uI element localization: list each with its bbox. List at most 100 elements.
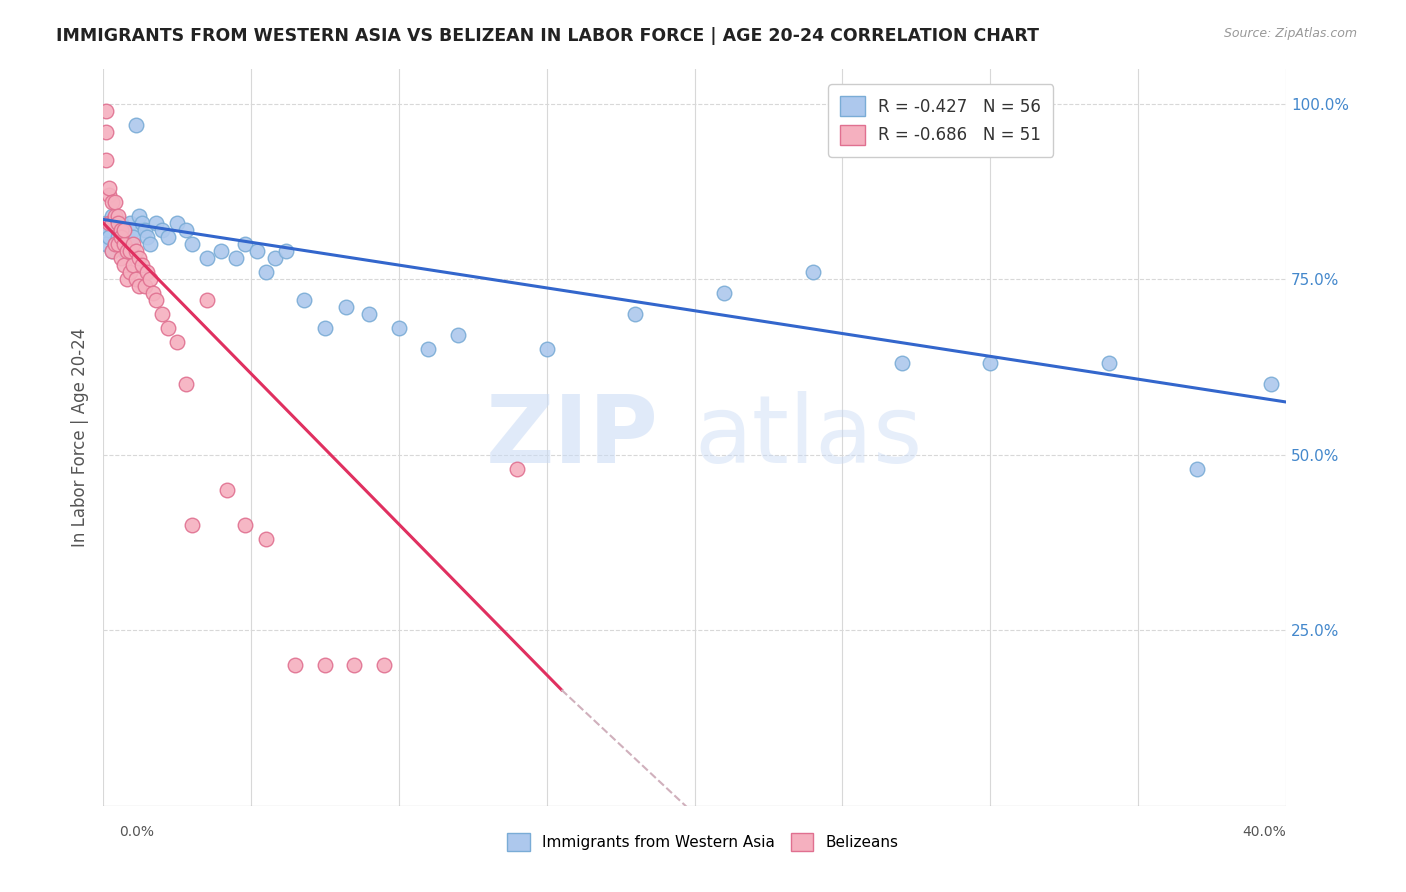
Point — [101, 216, 124, 230]
Point — [136, 230, 159, 244]
Legend: Immigrants from Western Asia, Belizeans: Immigrants from Western Asia, Belizeans — [501, 827, 905, 857]
Point — [166, 335, 188, 350]
Point — [276, 244, 298, 258]
Point — [101, 244, 124, 258]
Text: 0.0%: 0.0% — [120, 825, 155, 839]
Point — [139, 272, 162, 286]
Text: atlas: atlas — [695, 391, 922, 483]
Point — [284, 658, 307, 673]
Legend: R = -0.427   N = 56, R = -0.686   N = 51: R = -0.427 N = 56, R = -0.686 N = 51 — [828, 84, 1053, 157]
Point — [131, 216, 153, 230]
Point — [112, 237, 135, 252]
Point — [115, 230, 138, 244]
Point — [343, 658, 366, 673]
Point — [217, 483, 239, 497]
Y-axis label: In Labor Force | Age 20-24: In Labor Force | Age 20-24 — [72, 327, 89, 547]
Point — [142, 286, 165, 301]
Point — [713, 286, 735, 301]
Point — [104, 216, 127, 230]
Point — [890, 356, 912, 370]
Point — [110, 230, 132, 244]
Point — [112, 223, 135, 237]
Text: ZIP: ZIP — [486, 391, 659, 483]
Point — [124, 118, 146, 132]
Point — [233, 237, 256, 252]
Point — [104, 237, 127, 252]
Point — [115, 272, 138, 286]
Point — [335, 300, 357, 314]
Point — [292, 293, 315, 308]
Point — [128, 209, 150, 223]
Point — [101, 209, 124, 223]
Point — [801, 265, 824, 279]
Point — [254, 265, 277, 279]
Point — [157, 230, 180, 244]
Point — [314, 658, 336, 673]
Point — [104, 194, 127, 209]
Point — [447, 328, 470, 343]
Point — [98, 181, 121, 195]
Point — [209, 244, 232, 258]
Point — [388, 321, 411, 335]
Point — [107, 216, 129, 230]
Point — [112, 244, 135, 258]
Point — [246, 244, 269, 258]
Point — [104, 237, 127, 252]
Point — [101, 194, 124, 209]
Point — [134, 279, 156, 293]
Point — [124, 244, 146, 258]
Point — [145, 293, 167, 308]
Point — [124, 272, 146, 286]
Point — [166, 216, 188, 230]
Point — [1097, 356, 1119, 370]
Point — [101, 244, 124, 258]
Point — [118, 216, 141, 230]
Point — [107, 223, 129, 237]
Point — [128, 279, 150, 293]
Point — [263, 251, 285, 265]
Point — [121, 258, 143, 272]
Point — [195, 293, 218, 308]
Point — [94, 153, 117, 167]
Point — [107, 230, 129, 244]
Point — [136, 265, 159, 279]
Point — [98, 230, 121, 244]
Text: Source: ZipAtlas.com: Source: ZipAtlas.com — [1223, 27, 1357, 40]
Point — [112, 258, 135, 272]
Point — [195, 251, 218, 265]
Point — [107, 237, 129, 252]
Text: IMMIGRANTS FROM WESTERN ASIA VS BELIZEAN IN LABOR FORCE | AGE 20-24 CORRELATION : IMMIGRANTS FROM WESTERN ASIA VS BELIZEAN… — [56, 27, 1039, 45]
Point — [314, 321, 336, 335]
Point — [128, 251, 150, 265]
Point — [121, 230, 143, 244]
Point — [418, 343, 440, 357]
Point — [118, 265, 141, 279]
Point — [98, 187, 121, 202]
Point — [94, 103, 117, 118]
Point — [180, 517, 202, 532]
Point — [110, 237, 132, 252]
Point — [134, 223, 156, 237]
Point — [1260, 377, 1282, 392]
Point — [98, 223, 121, 237]
Point — [359, 307, 381, 321]
Point — [506, 461, 529, 475]
Point — [979, 356, 1001, 370]
Point — [121, 237, 143, 252]
Point — [624, 307, 647, 321]
Point — [107, 209, 129, 223]
Point — [157, 321, 180, 335]
Point — [373, 658, 395, 673]
Text: 40.0%: 40.0% — [1243, 825, 1286, 839]
Point — [115, 237, 138, 252]
Point — [254, 532, 277, 546]
Point — [104, 209, 127, 223]
Point — [121, 223, 143, 237]
Point — [225, 251, 247, 265]
Point — [110, 223, 132, 237]
Point — [536, 343, 558, 357]
Point — [98, 216, 121, 230]
Point — [110, 251, 132, 265]
Point — [94, 125, 117, 139]
Point — [174, 377, 197, 392]
